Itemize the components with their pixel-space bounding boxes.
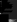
Circle shape [5, 16, 7, 18]
Circle shape [3, 5, 5, 8]
Circle shape [7, 15, 10, 18]
Circle shape [8, 14, 10, 16]
Circle shape [5, 14, 7, 16]
Circle shape [3, 12, 5, 14]
Text: Ran: Ran [0, 0, 2, 22]
Circle shape [15, 14, 17, 16]
Circle shape [15, 16, 17, 18]
Circle shape [12, 7, 15, 10]
Circle shape [10, 5, 12, 8]
Circle shape [3, 14, 5, 16]
Circle shape [7, 14, 10, 16]
Circle shape [3, 7, 5, 10]
Circle shape [10, 12, 12, 14]
Circle shape [3, 14, 5, 16]
Circle shape [12, 14, 15, 16]
Bar [3, 2, 16, 10]
Circle shape [8, 4, 10, 6]
Circle shape [12, 12, 15, 14]
Circle shape [3, 15, 5, 18]
Text: 2: 2 [0, 0, 2, 19]
Circle shape [12, 15, 15, 18]
Bar [3, 10, 16, 17]
Circle shape [8, 6, 10, 8]
Circle shape [15, 2, 17, 4]
Circle shape [5, 10, 8, 12]
Circle shape [3, 7, 5, 10]
Circle shape [10, 7, 12, 10]
Circle shape [3, 6, 5, 8]
Circle shape [7, 1, 10, 4]
Circle shape [10, 16, 12, 18]
Circle shape [15, 14, 17, 16]
Circle shape [10, 1, 12, 4]
Circle shape [12, 14, 15, 16]
Circle shape [8, 12, 10, 14]
Circle shape [5, 14, 8, 16]
Circle shape [3, 4, 5, 6]
Circle shape [5, 10, 7, 12]
Circle shape [15, 6, 17, 8]
Circle shape [5, 12, 8, 14]
Circle shape [10, 3, 12, 6]
Circle shape [7, 12, 10, 14]
Text: TAT: TAT [0, 0, 2, 22]
Circle shape [15, 15, 17, 18]
Circle shape [12, 4, 15, 6]
Circle shape [8, 16, 10, 18]
Circle shape [12, 5, 15, 8]
Circle shape [3, 10, 5, 12]
Circle shape [12, 6, 15, 8]
Circle shape [15, 12, 17, 14]
Circle shape [7, 3, 10, 6]
Circle shape [7, 10, 10, 12]
Circle shape [8, 2, 10, 4]
Circle shape [10, 10, 12, 12]
Text: Ant: Ant [0, 0, 2, 22]
Circle shape [5, 6, 7, 8]
Circle shape [5, 3, 8, 6]
Text: 1:10: 1:10 [0, 0, 17, 1]
Circle shape [12, 10, 15, 12]
Circle shape [10, 2, 12, 4]
Circle shape [15, 10, 17, 12]
Text: 4: 4 [0, 0, 2, 22]
Circle shape [5, 2, 7, 4]
Circle shape [10, 14, 12, 16]
Circle shape [12, 12, 15, 14]
Circle shape [12, 1, 15, 4]
Circle shape [15, 10, 17, 12]
Circle shape [15, 7, 17, 10]
Circle shape [10, 12, 12, 14]
Circle shape [7, 7, 10, 10]
Circle shape [15, 7, 17, 10]
Circle shape [5, 12, 7, 14]
Circle shape [15, 12, 17, 14]
Circle shape [15, 3, 17, 6]
Text: 5: 5 [0, 0, 2, 22]
Circle shape [15, 1, 17, 4]
Circle shape [12, 16, 15, 18]
Circle shape [5, 7, 8, 10]
Circle shape [12, 3, 15, 6]
Circle shape [8, 7, 10, 10]
Circle shape [5, 1, 8, 4]
Text: 1:500: 1:500 [0, 0, 17, 1]
Circle shape [3, 3, 5, 6]
Circle shape [3, 1, 5, 4]
Circle shape [10, 14, 12, 16]
Text: 1:1: 1:1 [0, 0, 17, 1]
Text: β-Gal: β-Gal [0, 0, 2, 22]
Circle shape [15, 4, 17, 6]
Text: 1:100: 1:100 [0, 0, 17, 1]
Circle shape [3, 10, 5, 12]
Text: 1:50: 1:50 [0, 0, 17, 1]
Circle shape [5, 4, 7, 6]
Circle shape [7, 5, 10, 8]
Circle shape [10, 7, 12, 10]
Circle shape [12, 7, 15, 10]
Circle shape [10, 10, 12, 12]
Circle shape [8, 10, 10, 12]
Text: 3: 3 [0, 0, 2, 21]
